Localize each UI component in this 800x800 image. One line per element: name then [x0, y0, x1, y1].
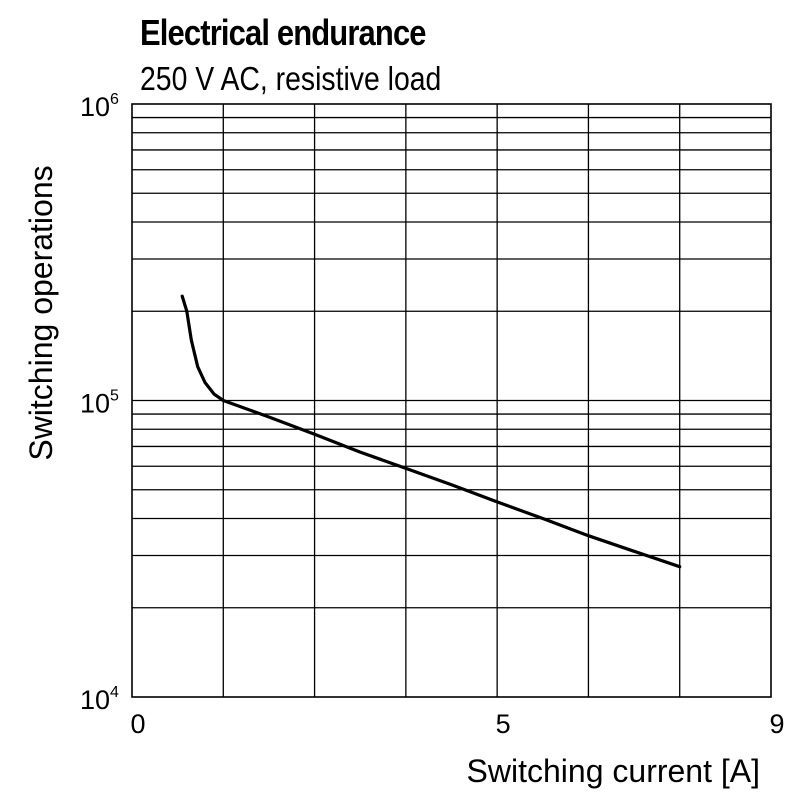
- y-tick-labels: 104 105 106: [80, 91, 119, 715]
- chart-title: Electrical endurance: [140, 12, 427, 53]
- endurance-curve: [180, 294, 682, 569]
- x-tick-labels: 0 5 9: [130, 709, 784, 739]
- chart-subtitle: 250 V AC, resistive load: [140, 60, 442, 97]
- x-tick-label: 0: [130, 709, 145, 739]
- y-tick-label: 106: [80, 91, 119, 122]
- plot-frame: [131, 103, 772, 698]
- y-axis-label: Switching operations: [23, 165, 59, 460]
- x-tick-label: 5: [496, 709, 511, 739]
- grid-lines: [132, 104, 771, 697]
- x-tick-label: 9: [769, 709, 784, 739]
- y-tick-label: 104: [80, 684, 119, 715]
- x-axis-label: Switching current [A]: [467, 753, 760, 789]
- y-tick-label: 105: [80, 388, 119, 419]
